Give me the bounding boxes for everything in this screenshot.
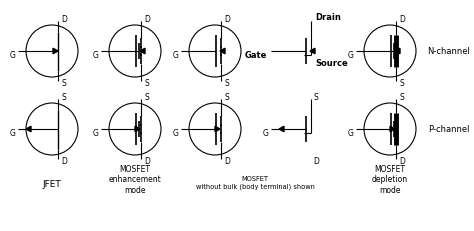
Polygon shape [135, 127, 140, 132]
Polygon shape [140, 49, 145, 55]
Text: MOSFET
depletion
mode: MOSFET depletion mode [372, 164, 408, 194]
Text: P-channel: P-channel [428, 125, 470, 134]
Text: G: G [10, 51, 16, 60]
Text: S: S [225, 79, 229, 88]
Text: S: S [145, 79, 149, 88]
Text: G: G [348, 129, 354, 138]
Text: G: G [263, 129, 269, 138]
Text: G: G [93, 129, 99, 138]
Text: S: S [225, 93, 229, 102]
Polygon shape [26, 127, 31, 132]
Text: D: D [144, 15, 150, 24]
Text: D: D [61, 157, 67, 166]
Polygon shape [390, 127, 395, 132]
Text: S: S [145, 93, 149, 102]
Text: D: D [61, 15, 67, 24]
Text: S: S [62, 79, 66, 88]
Polygon shape [53, 49, 58, 55]
Text: MOSFET
enhancement
mode: MOSFET enhancement mode [109, 164, 161, 194]
Text: D: D [399, 157, 405, 166]
Text: D: D [313, 157, 319, 166]
Text: G: G [348, 51, 354, 60]
Polygon shape [395, 49, 400, 55]
Text: S: S [62, 93, 66, 102]
Text: Source: Source [315, 59, 348, 68]
Text: S: S [314, 93, 319, 102]
Polygon shape [279, 127, 284, 132]
Text: S: S [400, 79, 404, 88]
Text: D: D [224, 15, 230, 24]
Polygon shape [310, 49, 315, 55]
Text: G: G [10, 129, 16, 138]
Text: Gate: Gate [245, 50, 267, 59]
Text: N-channel: N-channel [427, 47, 470, 56]
Text: JFET: JFET [43, 180, 61, 189]
Text: D: D [224, 157, 230, 166]
Polygon shape [220, 49, 225, 55]
Polygon shape [215, 127, 220, 132]
Text: MOSFET
without bulk (body terminal) shown: MOSFET without bulk (body terminal) show… [196, 176, 314, 189]
Text: D: D [144, 157, 150, 166]
Text: Drain: Drain [315, 13, 341, 22]
Text: G: G [93, 51, 99, 60]
Text: S: S [400, 93, 404, 102]
Text: G: G [173, 51, 179, 60]
Text: G: G [173, 129, 179, 138]
Text: D: D [399, 15, 405, 24]
